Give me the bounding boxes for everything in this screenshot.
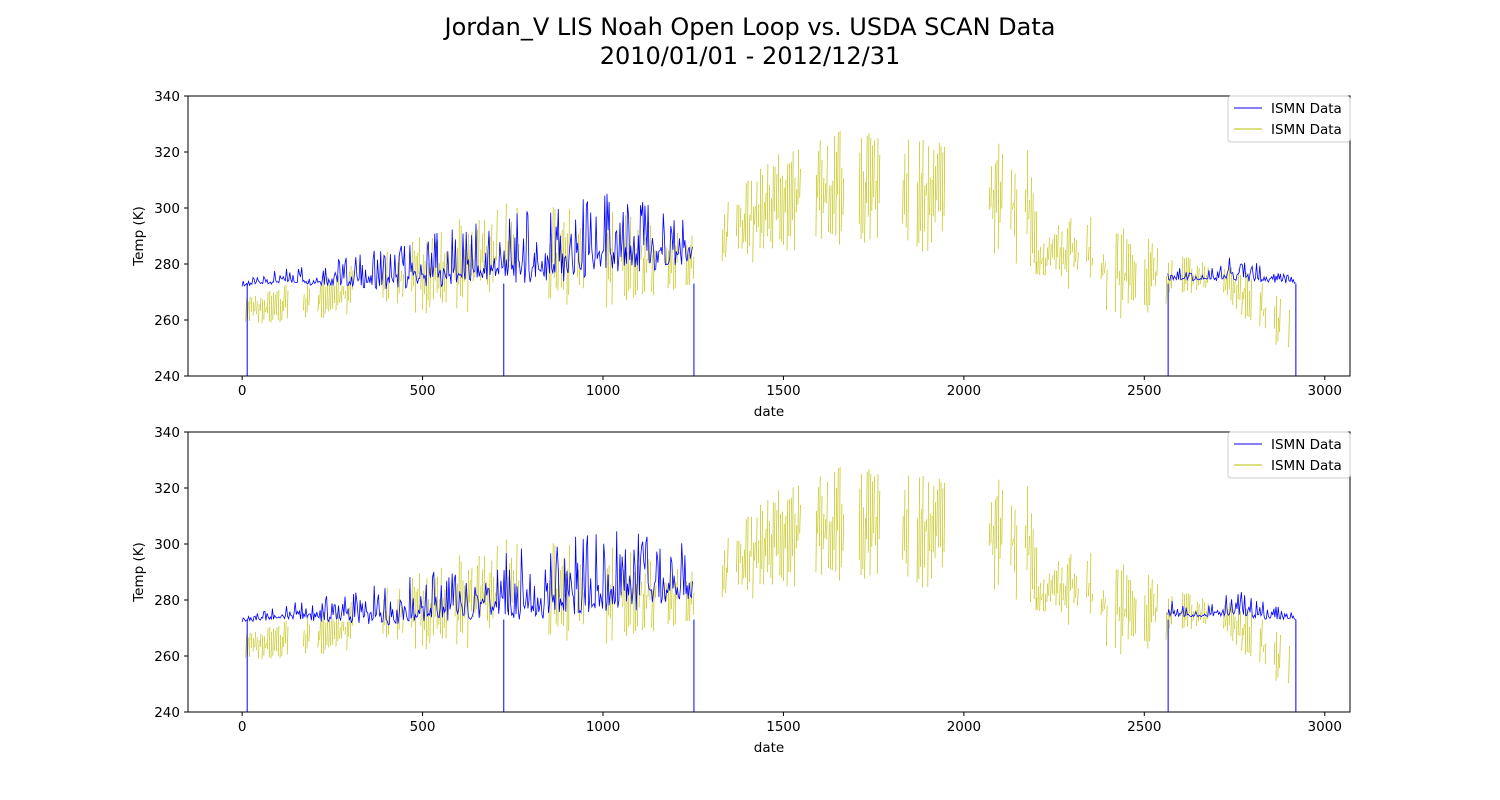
x-tick-label: 2000: [947, 719, 981, 735]
x-tick-label: 1000: [586, 383, 620, 399]
series-2-line: [245, 466, 1290, 684]
y-tick-label: 340: [154, 425, 180, 441]
y-tick-label: 300: [154, 201, 180, 217]
chart-title: Jordan_V LIS Noah Open Loop vs. USDA SCA…: [443, 13, 1056, 41]
series-2-segment: [721, 130, 1038, 273]
x-tick-label: 1500: [766, 719, 800, 735]
plots: 0 500 1000 1500 2000 2500 30002402602803003203…: [131, 89, 1351, 756]
legend-label: ISMN Data: [1271, 122, 1342, 138]
y-tick-label: 280: [154, 257, 180, 273]
series-2-segment: [1035, 216, 1290, 348]
y-tick-label: 240: [154, 369, 180, 385]
legend-label: ISMN Data: [1271, 101, 1342, 117]
y-tick-label: 300: [154, 537, 180, 553]
y-axis-label: Temp (K): [131, 542, 147, 603]
x-tick-label: 3000: [1308, 719, 1342, 735]
axes-frame: [187, 431, 1351, 713]
axes-frame: [187, 95, 1351, 377]
plot-area: [241, 130, 1297, 376]
chart-subtitle: 2010/01/01 - 2012/12/31: [600, 42, 901, 70]
x-tick-label: 1000: [586, 719, 620, 735]
x-tick-label: 2500: [1127, 719, 1161, 735]
x-tick-label: 2500: [1127, 383, 1161, 399]
y-tick-label: 260: [154, 649, 180, 665]
legend-label: ISMN Data: [1271, 458, 1342, 474]
y-tick-label: 320: [154, 481, 180, 497]
series-2-segment: [1035, 552, 1290, 684]
subplot-1: 0 500 1000 1500 2000 2500 3000 240 260 280 300 320 3…: [131, 89, 1351, 420]
x-tick-label: 500: [410, 383, 436, 399]
legend-label: ISMN Data: [1271, 437, 1342, 453]
series-1-line: [241, 531, 1297, 712]
legend: ISMN Data ISMN Data: [1227, 431, 1351, 479]
x-tick-label: 2000: [947, 383, 981, 399]
legend: ISMN Data ISMN Data: [1227, 95, 1351, 143]
series-1-line: [241, 193, 1297, 376]
x-axis-label: date: [754, 404, 784, 420]
series-1-segment: [241, 193, 693, 290]
x-axis-label: date: [754, 740, 784, 756]
subplot-2: 0 500 1000 1500 2000 2500 3000 240 260 280 300 320 3…: [131, 425, 1351, 756]
y-tick-label: 320: [154, 145, 180, 161]
x-tick-label: 500: [410, 719, 436, 735]
series-1-segment: [1167, 592, 1296, 621]
plot-area: [241, 466, 1297, 712]
x-tick-label: 3000: [1308, 383, 1342, 399]
series-2-segment: [721, 466, 1038, 609]
series-1-segment: [1167, 257, 1296, 284]
series-1-segment: [241, 531, 693, 626]
y-axis-label: Temp (K): [131, 206, 147, 267]
y-tick-label: 340: [154, 89, 180, 105]
x-tick-label: 0: [238, 719, 247, 735]
series-2-line: [245, 130, 1290, 348]
y-tick-label: 240: [154, 705, 180, 721]
x-tick-label: 1500: [766, 383, 800, 399]
y-tick-label: 280: [154, 593, 180, 609]
x-tick-label: 0: [238, 383, 247, 399]
y-tick-label: 260: [154, 313, 180, 329]
